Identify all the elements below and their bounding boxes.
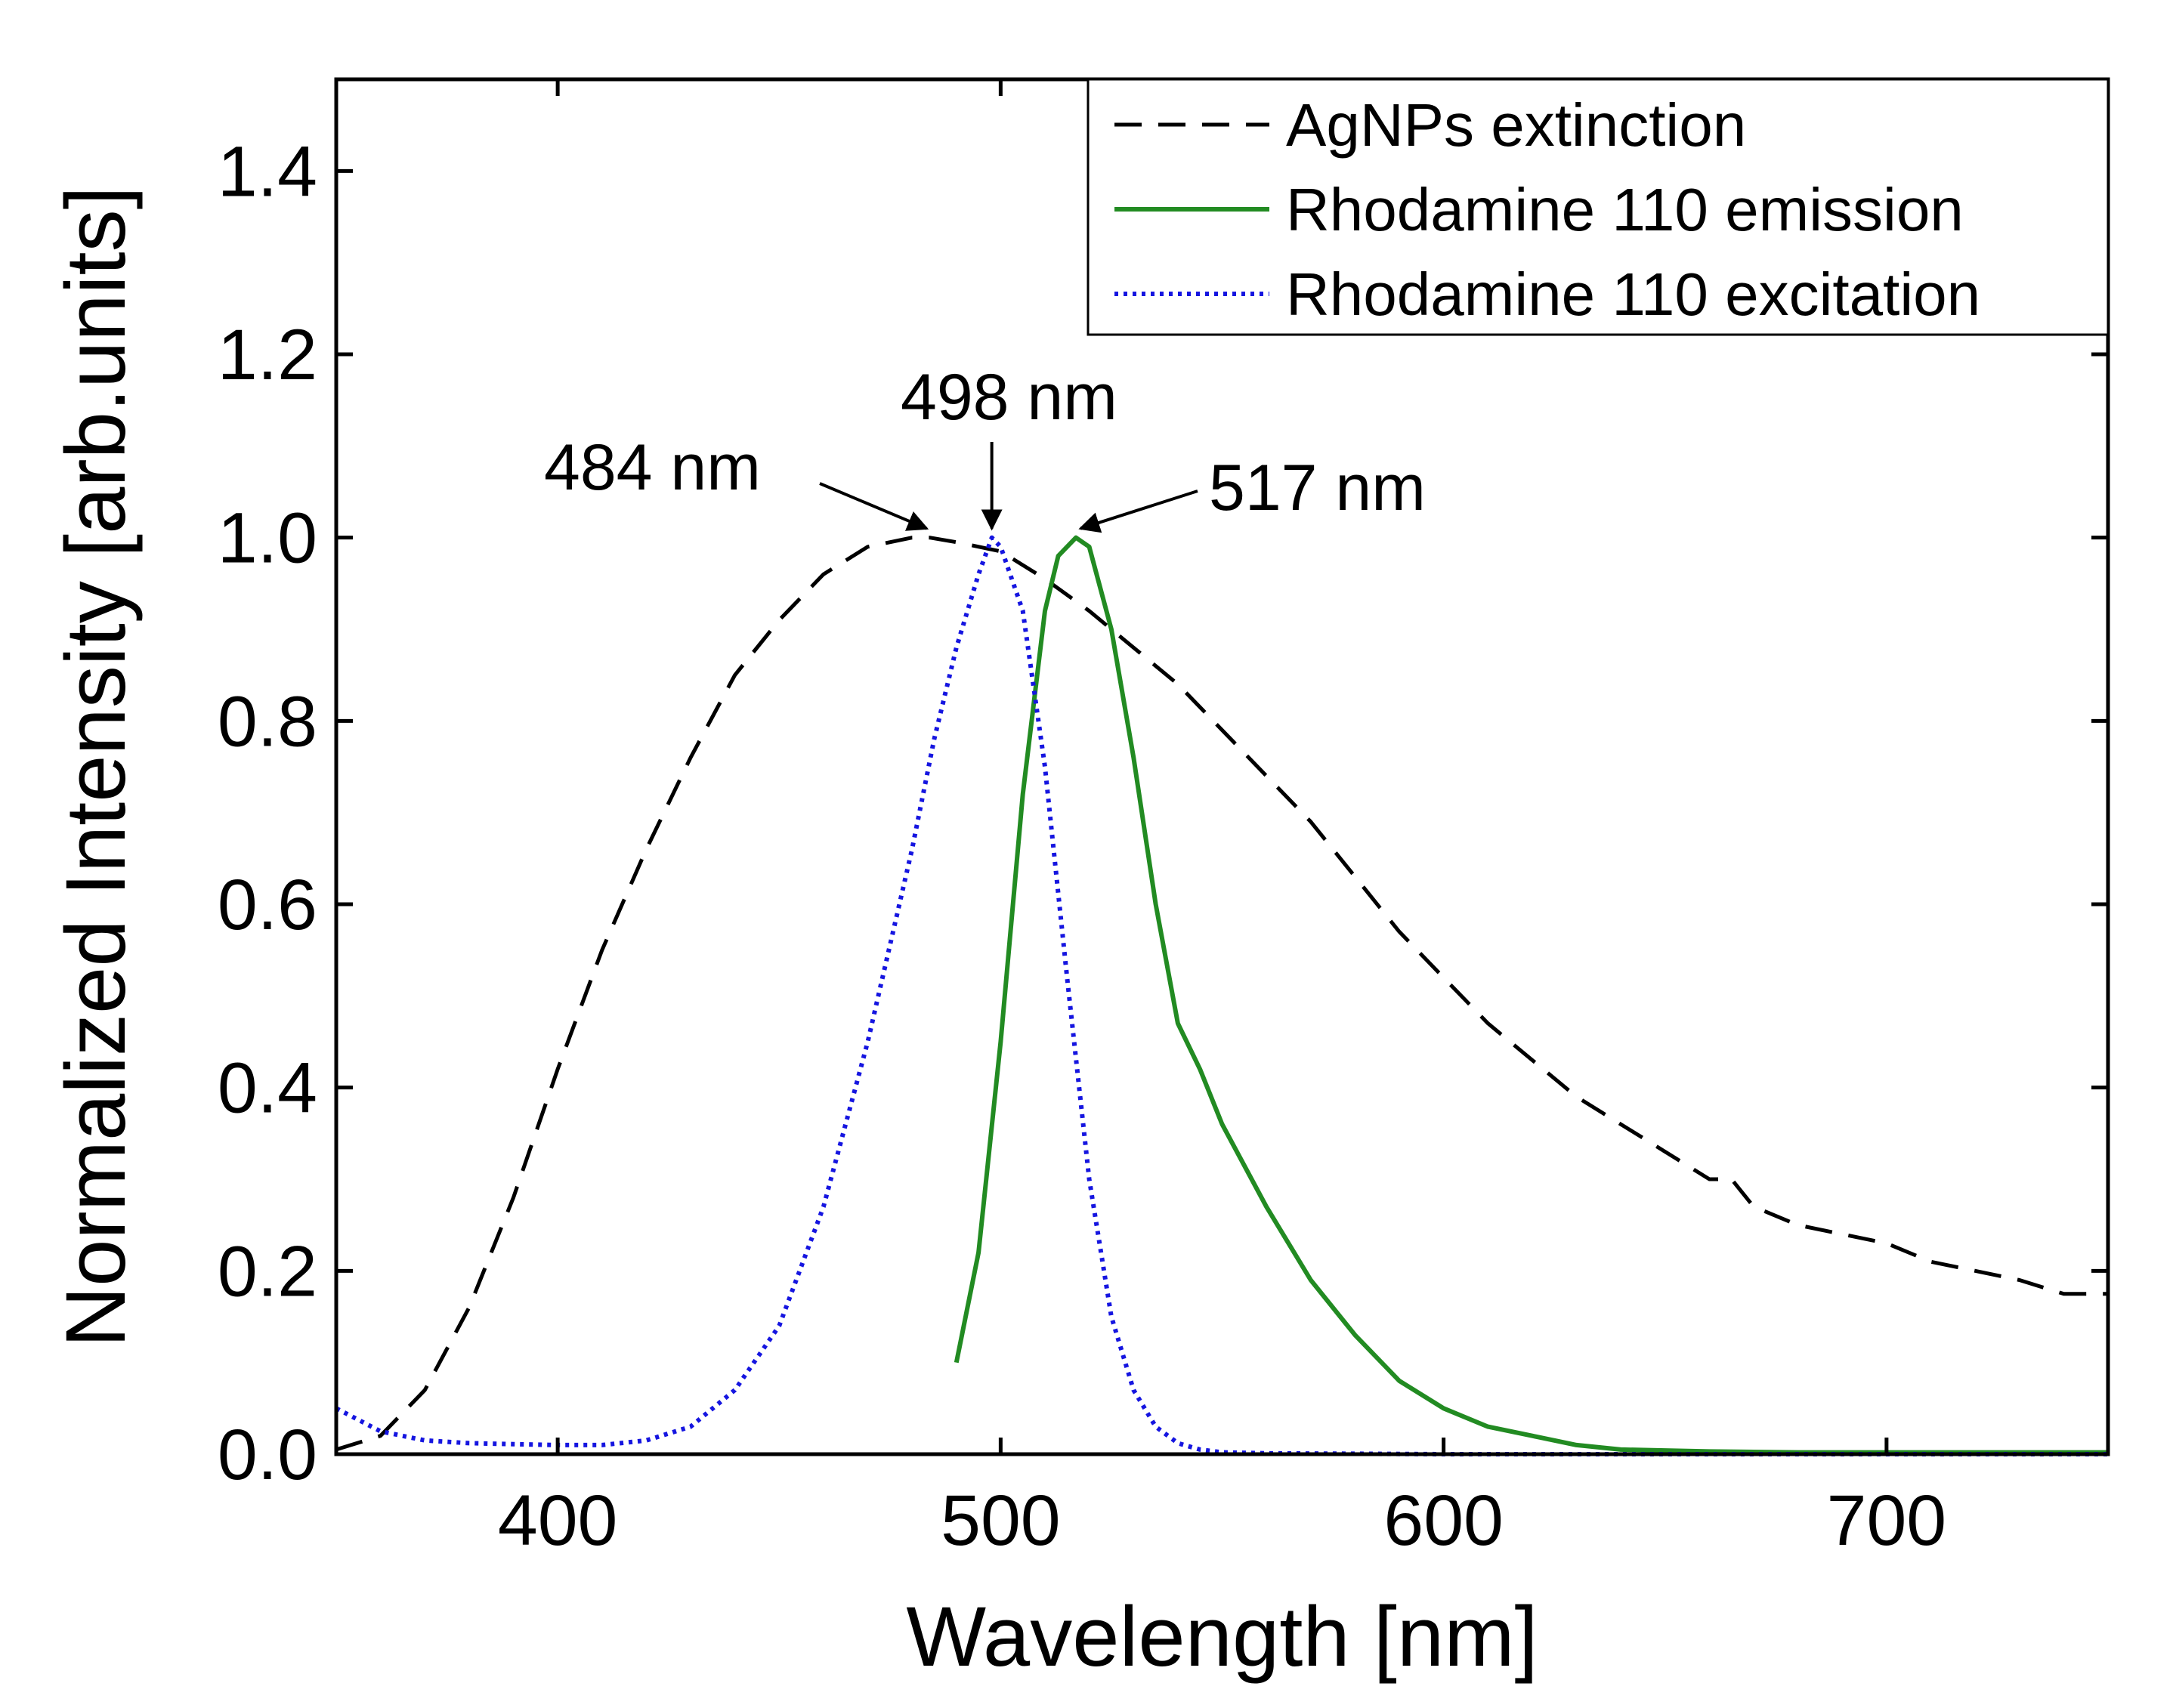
legend-label: Rhodamine 110 emission xyxy=(1286,176,1964,243)
ticks-layer: 400 500 600 700 0.0 0.2 0.4 0.6 0.8 1.0 1.2 1.4 xyxy=(218,79,2108,1561)
annotations-layer: 484 nm 498 nm 517 nm xyxy=(544,361,1426,533)
legend: AgNPs extinction Rhodamine 110 emission Rh… xyxy=(1086,78,2110,336)
series-line-2 xyxy=(954,535,2108,1455)
peak-annotation-label: 498 nm xyxy=(901,361,1117,434)
y-tick-label: 0.2 xyxy=(218,1231,317,1311)
y-tick-label: 1.2 xyxy=(218,315,317,395)
series-line-1 xyxy=(335,536,2108,1452)
legend-label: AgNPs extinction xyxy=(1286,91,1746,159)
y-tick-label: 0.4 xyxy=(218,1049,317,1129)
legend-label: Rhodamine 110 excitation xyxy=(1286,261,1980,328)
x-tick-label: 700 xyxy=(1827,1481,1947,1561)
x-tick-label: 600 xyxy=(1383,1481,1504,1561)
y-tick-label: 1.4 xyxy=(218,131,317,212)
y-tick-label: 0.8 xyxy=(218,681,317,761)
peak-annotation-arrow xyxy=(819,482,929,531)
y-axis-title: Normalized Intensity [arb.units] xyxy=(48,186,143,1348)
y-tick-label: 0.0 xyxy=(218,1415,317,1495)
peak-annotation-label: 484 nm xyxy=(544,431,761,504)
peak-annotation-arrow xyxy=(1078,490,1198,533)
x-tick-label: 500 xyxy=(941,1481,1061,1561)
peak-annotation-label: 517 nm xyxy=(1209,452,1426,524)
y-tick-label: 0.6 xyxy=(218,865,317,945)
series-layer xyxy=(335,535,2108,1456)
series-line-3 xyxy=(335,535,2108,1456)
x-tick-label: 400 xyxy=(498,1481,618,1561)
x-axis-title: Wavelength [nm] xyxy=(906,1589,1538,1684)
y-tick-label: 1.0 xyxy=(218,499,317,579)
